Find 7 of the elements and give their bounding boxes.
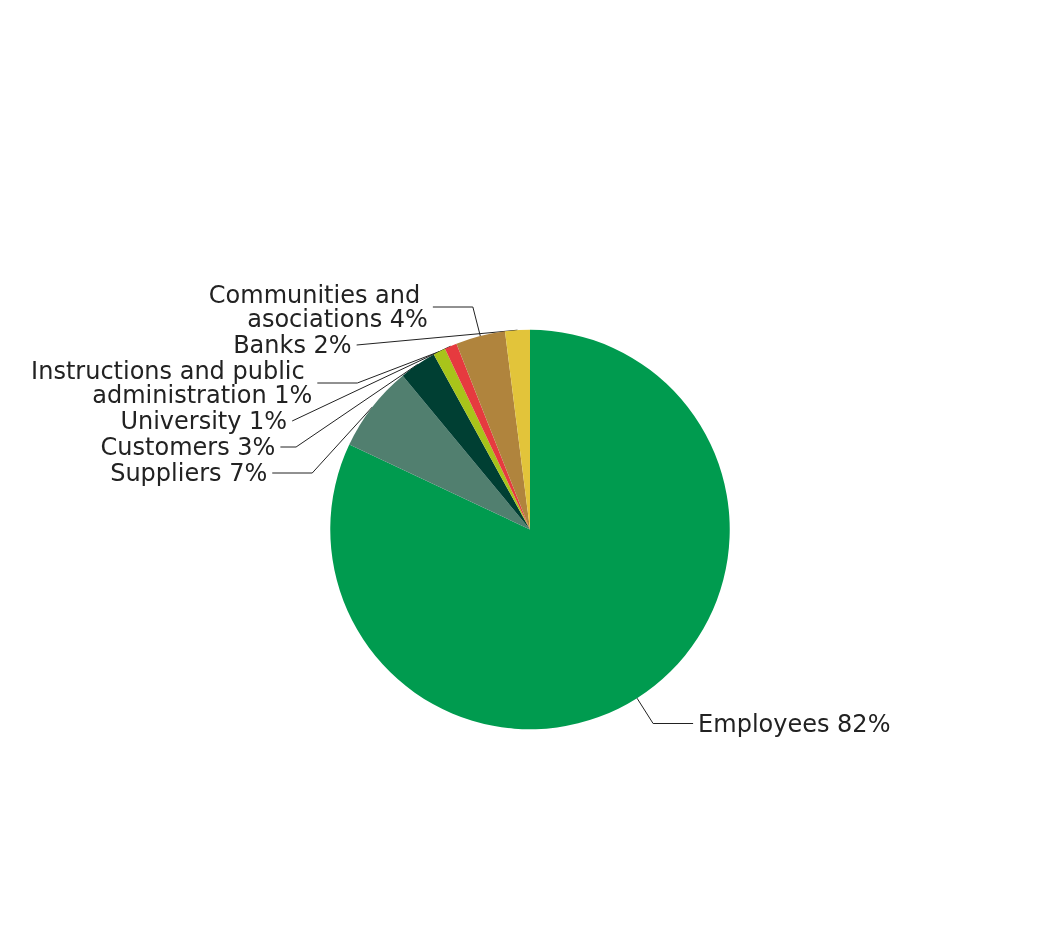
slice-label: Suppliers 7% <box>110 459 268 488</box>
slice-label: Instructions and public administration 1% <box>31 357 313 410</box>
slice-label: University 1% <box>120 407 288 436</box>
slice-label: Employees 82% <box>698 709 891 738</box>
slice-label: Banks 2% <box>233 331 352 360</box>
slice-label: Customers 3% <box>100 433 276 462</box>
slice-label: Communities and asociations 4% <box>208 281 428 334</box>
